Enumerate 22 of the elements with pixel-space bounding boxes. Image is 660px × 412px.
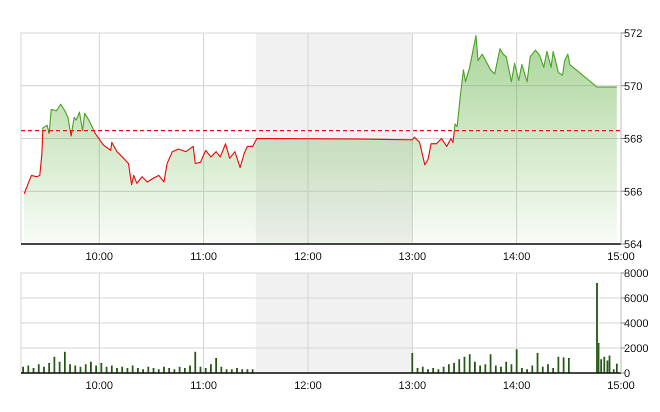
x-tick-label: 14:00: [502, 380, 530, 392]
y-tick-label: 6000: [624, 293, 648, 305]
x-tick-label: 14:00: [502, 251, 530, 263]
x-tick-label: 11:00: [190, 380, 217, 392]
x-tick-label: 13:00: [398, 251, 426, 263]
x-tick-label: 10:00: [85, 380, 114, 392]
x-tick-label: 10:00: [85, 251, 114, 263]
x-tick-label: 12:00: [294, 251, 322, 263]
y-tick-label: 572: [624, 28, 642, 40]
y-tick-label: 564: [624, 239, 642, 251]
x-tick-label: 12:00: [294, 380, 322, 392]
y-tick-label: 566: [624, 186, 642, 198]
y-tick-label: 0: [624, 368, 630, 380]
x-tick-label: 13:00: [398, 380, 426, 392]
x-tick-label: 15:00: [607, 380, 635, 392]
y-tick-label: 570: [624, 80, 642, 93]
x-tick-label: 11:00: [190, 251, 217, 263]
y-tick-label: 2000: [624, 343, 648, 355]
y-tick-label: 568: [624, 134, 642, 146]
y-tick-label: 4000: [624, 318, 648, 330]
x-tick-label: 15:00: [607, 251, 635, 263]
y-tick-label: 8000: [624, 268, 648, 280]
